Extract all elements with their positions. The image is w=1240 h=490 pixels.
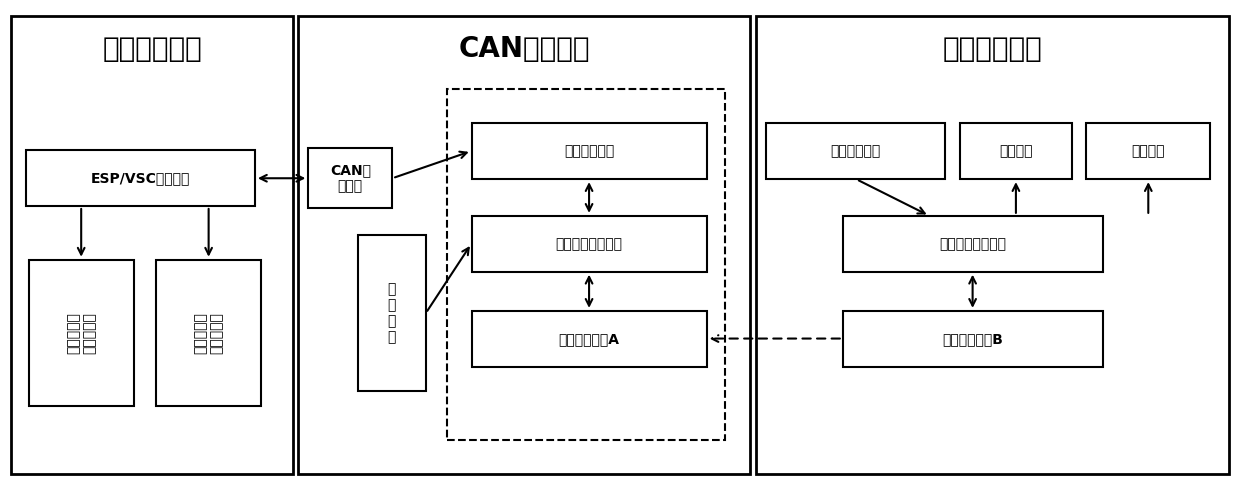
Text: 右后轮制动
压力电磁阀: 右后轮制动 压力电磁阀	[66, 312, 97, 354]
Text: 车载信息处理模块: 车载信息处理模块	[556, 237, 622, 251]
Bar	[11, 16, 294, 474]
Bar	[357, 235, 425, 391]
Text: CAN通信单元: CAN通信单元	[459, 35, 590, 64]
Text: 蓝牙通信模块A: 蓝牙通信模块A	[558, 332, 620, 346]
Bar	[446, 89, 725, 440]
Bar	[299, 16, 750, 474]
Bar	[766, 123, 945, 179]
Bar	[843, 311, 1102, 367]
Bar	[471, 216, 707, 272]
Text: CAN总
线接口: CAN总 线接口	[330, 163, 371, 193]
Bar	[960, 123, 1071, 179]
Bar	[843, 216, 1102, 272]
Bar	[309, 147, 392, 208]
Text: 图像收集模块: 图像收集模块	[831, 144, 880, 158]
Bar	[471, 123, 707, 179]
Text: 蓝牙通信模块B: 蓝牙通信模块B	[942, 332, 1003, 346]
Bar	[156, 260, 262, 406]
Text: 左后轮制动
压力电磁阀: 左后轮制动 压力电磁阀	[193, 312, 223, 354]
Bar	[26, 150, 255, 206]
Bar	[1086, 123, 1210, 179]
Text: 电
源
模
块: 电 源 模 块	[388, 282, 396, 344]
Text: 智能手机单元: 智能手机单元	[942, 35, 1043, 64]
Text: ESP/VSC控制模块: ESP/VSC控制模块	[91, 171, 190, 185]
Bar	[756, 16, 1229, 474]
Text: 智能手机处理模块: 智能手机处理模块	[939, 237, 1006, 251]
Text: 报警模块: 报警模块	[1132, 144, 1166, 158]
Text: 总线控制模块: 总线控制模块	[564, 144, 614, 158]
Bar	[471, 311, 707, 367]
Bar	[29, 260, 134, 406]
Text: 显示模块: 显示模块	[999, 144, 1033, 158]
Text: 偏离纠正单元: 偏离纠正单元	[103, 35, 202, 64]
